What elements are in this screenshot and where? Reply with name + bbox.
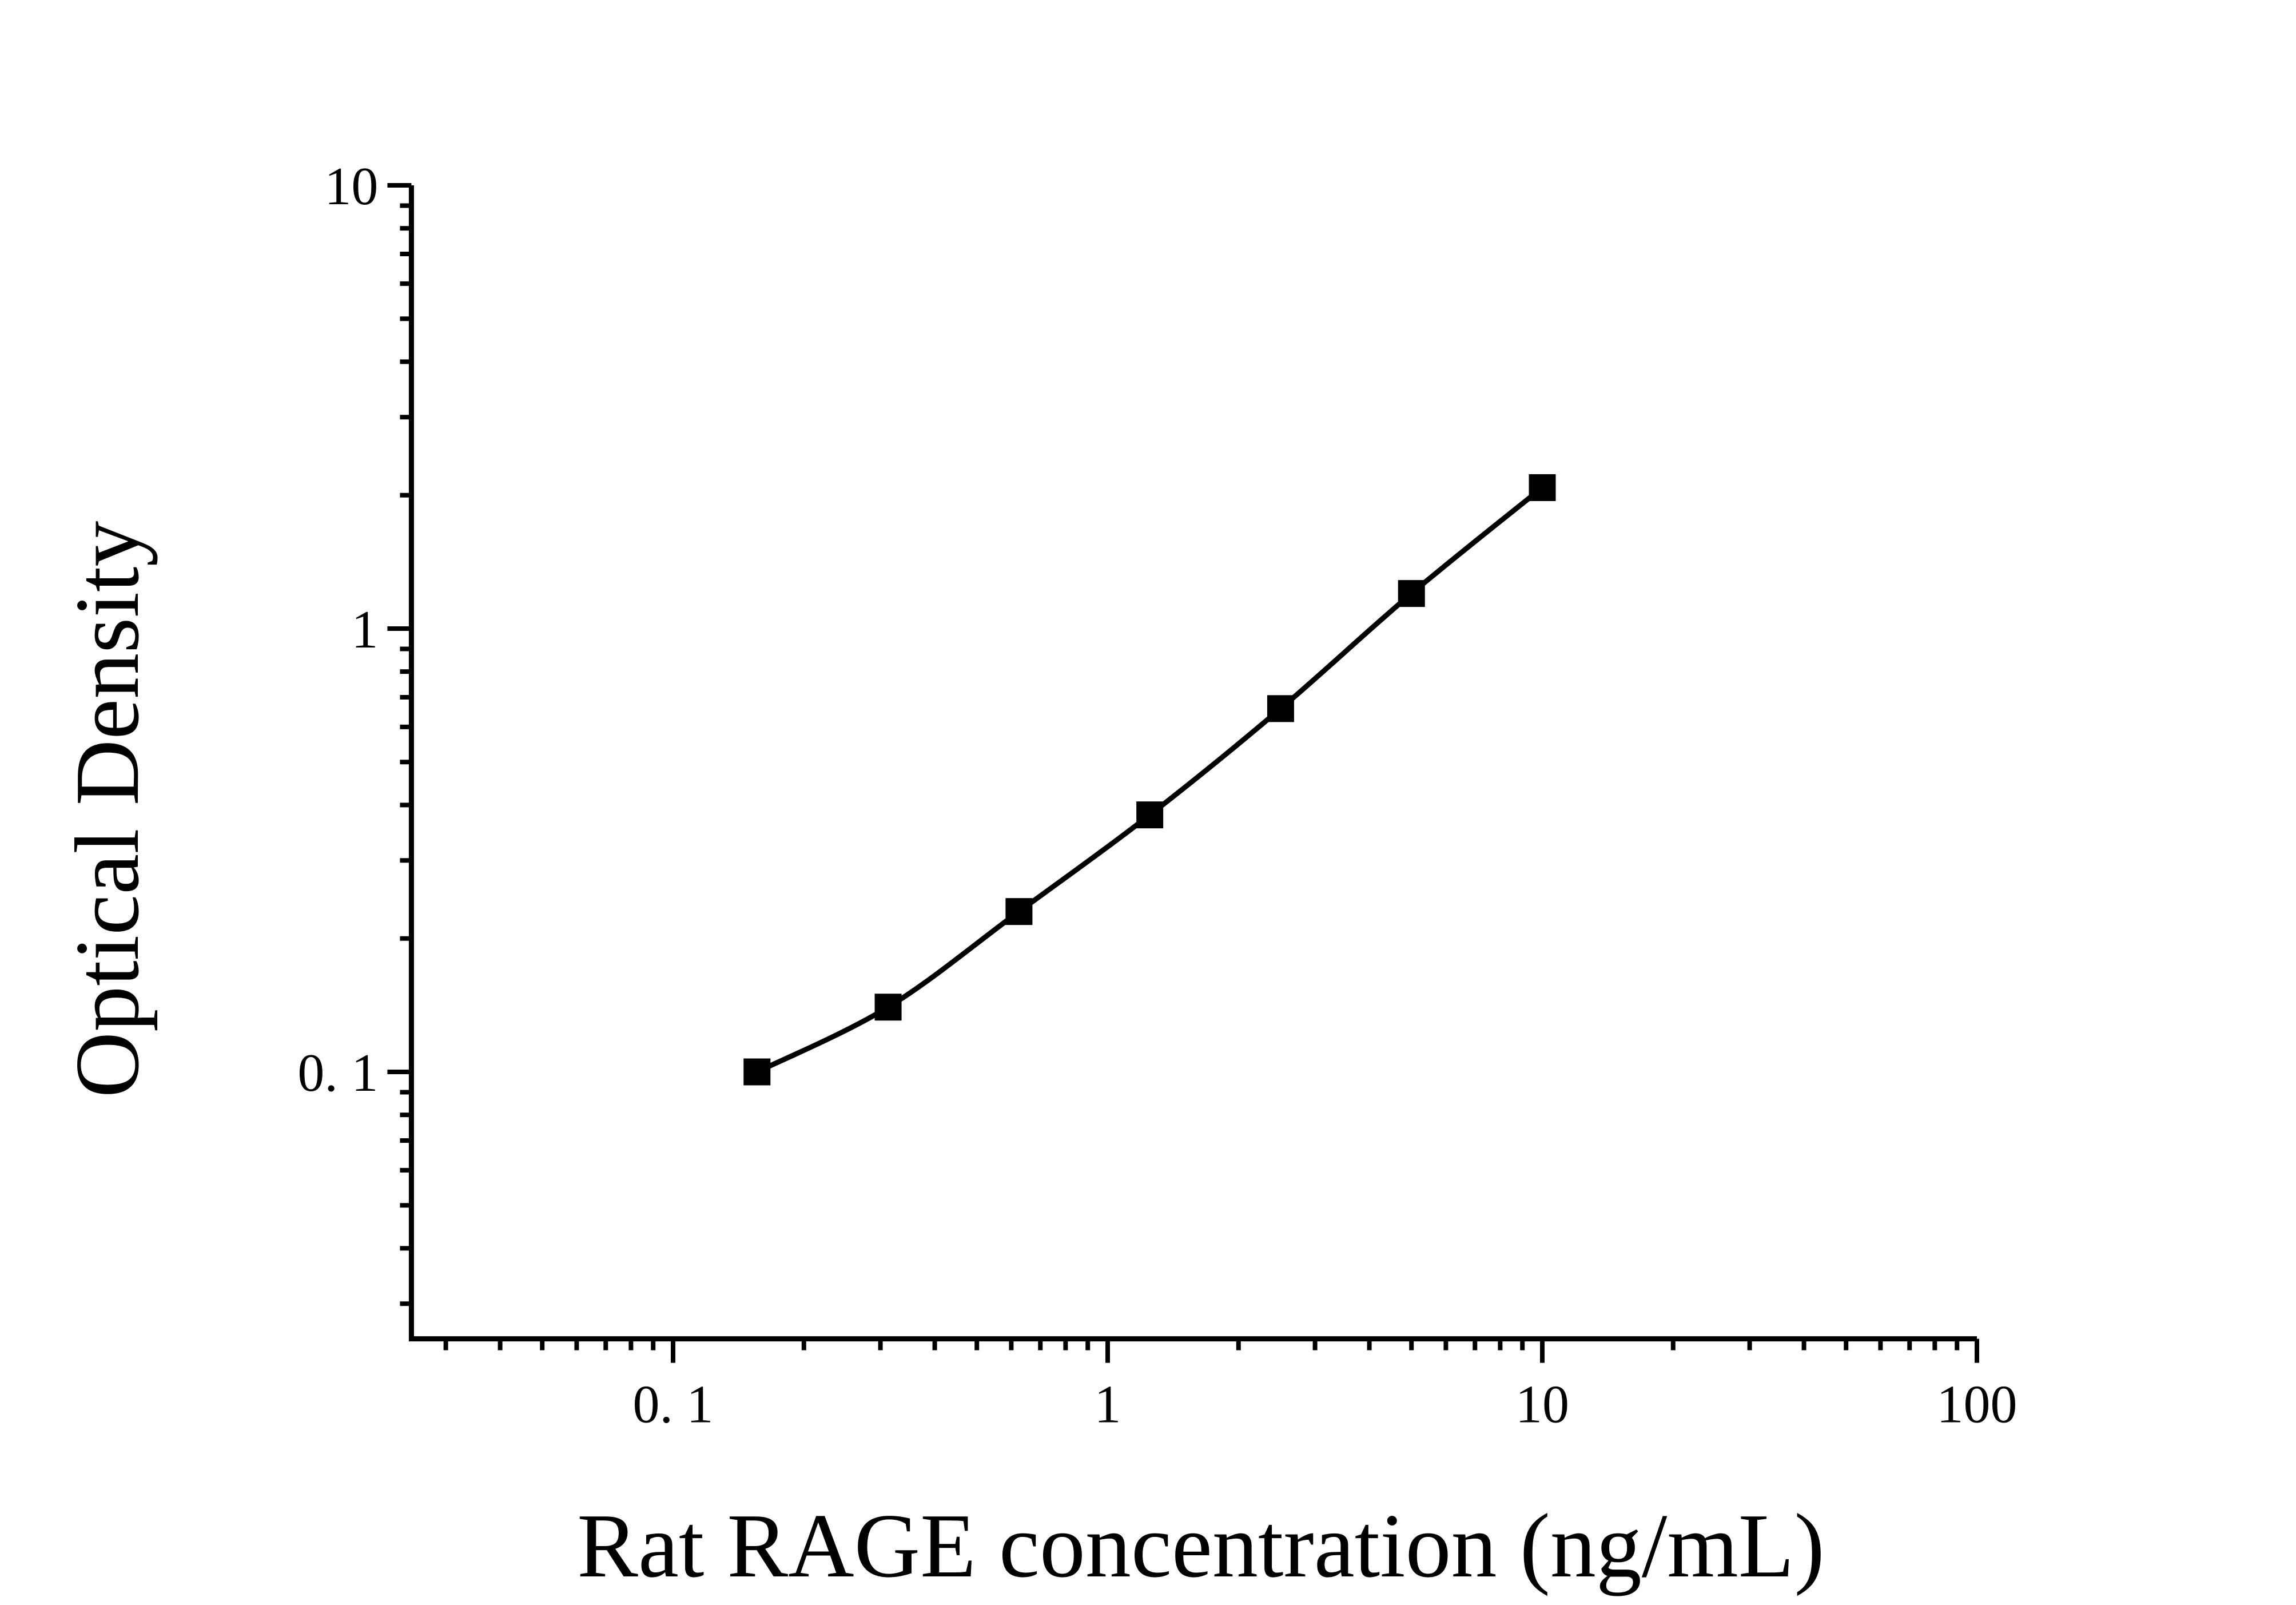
tick-label-layer: 0. 1 1 10 100 0. 1 1 10: [297, 157, 2017, 1435]
axes-line: [408, 185, 1977, 1342]
y-tick-label: 0. 1: [297, 1043, 378, 1103]
data-point-marker: [1398, 580, 1425, 607]
data-point-marker: [1267, 695, 1294, 722]
x-tick-label: 100: [1937, 1375, 2018, 1435]
standard-curve-line: [755, 486, 1544, 1075]
tick-layer: [387, 183, 1979, 1363]
data-point-marker: [1136, 801, 1164, 829]
axes-layer: [408, 185, 1977, 1342]
x-tick-label: 0. 1: [633, 1375, 714, 1435]
data-point-marker: [874, 994, 902, 1021]
y-tick-label: 10: [324, 157, 378, 216]
series-layer: [743, 474, 1556, 1086]
data-point-marker: [1005, 898, 1033, 925]
x-tick-label: 1: [1095, 1375, 1121, 1435]
data-point-marker: [1529, 474, 1556, 502]
y-tick-label: 1: [351, 600, 378, 660]
x-axis-title: Rat RAGE concentration (ng/mL): [577, 1495, 1825, 1596]
x-tick-label: 10: [1515, 1375, 1569, 1435]
data-point-marker: [743, 1058, 771, 1086]
y-axis-title: Optical Density: [56, 521, 158, 1098]
